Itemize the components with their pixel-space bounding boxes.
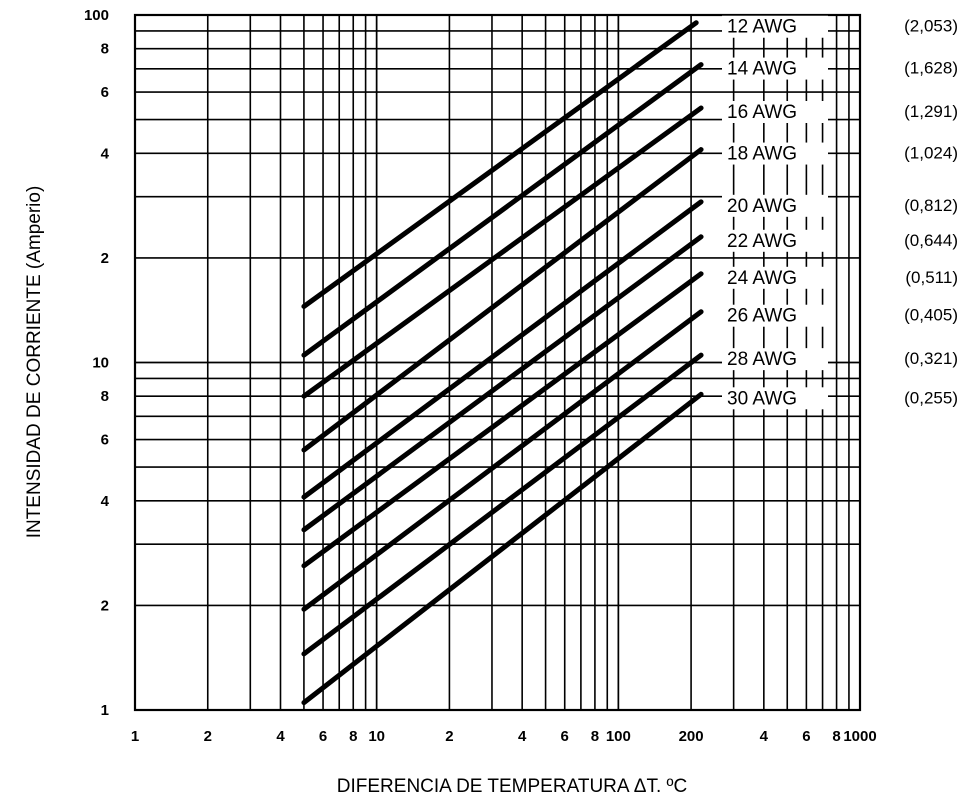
diameter-label: (2,053) <box>904 17 958 36</box>
diameter-label: (0,812) <box>904 196 958 215</box>
x-tick-label: 1 <box>131 728 139 745</box>
series-label: 16 AWG <box>727 102 797 123</box>
series-line <box>301 271 704 569</box>
plot-frame <box>133 13 862 712</box>
x-tick-label: 8 <box>349 728 357 745</box>
series-label-background <box>722 387 828 410</box>
y-tick-label: 6 <box>101 432 109 449</box>
x-tick-label: 100 <box>606 728 631 745</box>
x-tick-label: 6 <box>802 728 810 745</box>
diameter-label: (0,255) <box>904 388 958 407</box>
x-tick-label: 4 <box>760 728 769 745</box>
series-label-background <box>722 348 828 371</box>
x-tick-label: 8 <box>832 728 840 745</box>
diameter-label: (1,024) <box>904 144 958 163</box>
series-label: 30 AWG <box>727 388 797 409</box>
x-tick-label: 2 <box>204 728 212 745</box>
y-tick-labels: 1 2 4 6 8 10 2 4 6 8 100 <box>84 7 110 719</box>
x-tick-label: 2 <box>445 728 453 745</box>
series-line <box>301 309 704 612</box>
y-tick-label: 4 <box>101 145 110 162</box>
series-line <box>301 147 704 453</box>
series-lines <box>301 20 704 706</box>
diameter-label: (1,291) <box>904 102 958 121</box>
y-tick-label: 8 <box>101 388 109 405</box>
x-tick-labels: 1 2 4 6 8 10 2 4 6 8 100 200 4 6 8 1000 <box>131 728 877 745</box>
series-label-background <box>722 142 828 165</box>
series-label: 20 AWG <box>727 196 797 217</box>
series-line <box>301 234 704 533</box>
series-label: 14 AWG <box>727 59 797 80</box>
y-tick-label: 8 <box>101 41 109 58</box>
series-label-background <box>722 100 828 123</box>
series-label-background <box>722 229 828 252</box>
x-tick-label: 6 <box>561 728 569 745</box>
x-tick-label: 200 <box>679 728 704 745</box>
series-label-background <box>722 266 828 289</box>
diameter-label: (0,321) <box>904 349 958 368</box>
y-tick-label: 6 <box>101 84 109 101</box>
series-line <box>301 62 704 358</box>
diameter-label: (0,405) <box>904 306 958 325</box>
series-line <box>301 199 704 500</box>
x-axis-title: DIFERENCIA DE TEMPERATURA ΔT. ºC <box>337 776 687 797</box>
series-label-background <box>722 304 828 327</box>
x-tick-label: 4 <box>518 728 527 745</box>
diameter-label: (0,644) <box>904 231 958 250</box>
series-label: 12 AWG <box>727 17 797 38</box>
y-tick-label: 2 <box>101 597 109 614</box>
x-tick-label: 4 <box>276 728 285 745</box>
series-line <box>301 352 704 657</box>
y-tick-label: 2 <box>101 250 109 267</box>
x-tick-label: 1000 <box>843 728 876 745</box>
series-label: 28 AWG <box>727 349 797 370</box>
y-tick-label: 100 <box>84 7 109 24</box>
diameter-label: (1,628) <box>904 59 958 78</box>
series-label-background <box>722 194 828 217</box>
series-line <box>301 20 699 309</box>
series-labels: 12 AWG 14 AWG 16 AWG 18 AWG 20 AWG 22 AWG 24 A… <box>722 15 828 410</box>
series-label: 26 AWG <box>727 306 797 327</box>
series-label-background <box>722 57 828 80</box>
x-tick-label: 6 <box>319 728 327 745</box>
series-line <box>301 391 704 706</box>
y-tick-label: 1 <box>101 702 109 719</box>
y-tick-label: 10 <box>92 355 109 372</box>
y-tick-label: 4 <box>101 493 110 510</box>
diameter-labels: (2,053) (1,628) (1,291) (1,024) (0,812) (0,64… <box>904 17 958 408</box>
series-label: 24 AWG <box>727 268 797 289</box>
diameter-label: (0,511) <box>905 268 958 287</box>
x-tick-label: 10 <box>368 728 385 745</box>
series-label: 18 AWG <box>727 144 797 165</box>
series-label: 22 AWG <box>727 231 797 252</box>
series-label-background <box>722 15 828 38</box>
y-axis-title: INTENSIDAD DE CORRIENTE (Amperio) <box>24 186 45 539</box>
x-tick-label: 8 <box>591 728 599 745</box>
series-line <box>301 105 704 399</box>
